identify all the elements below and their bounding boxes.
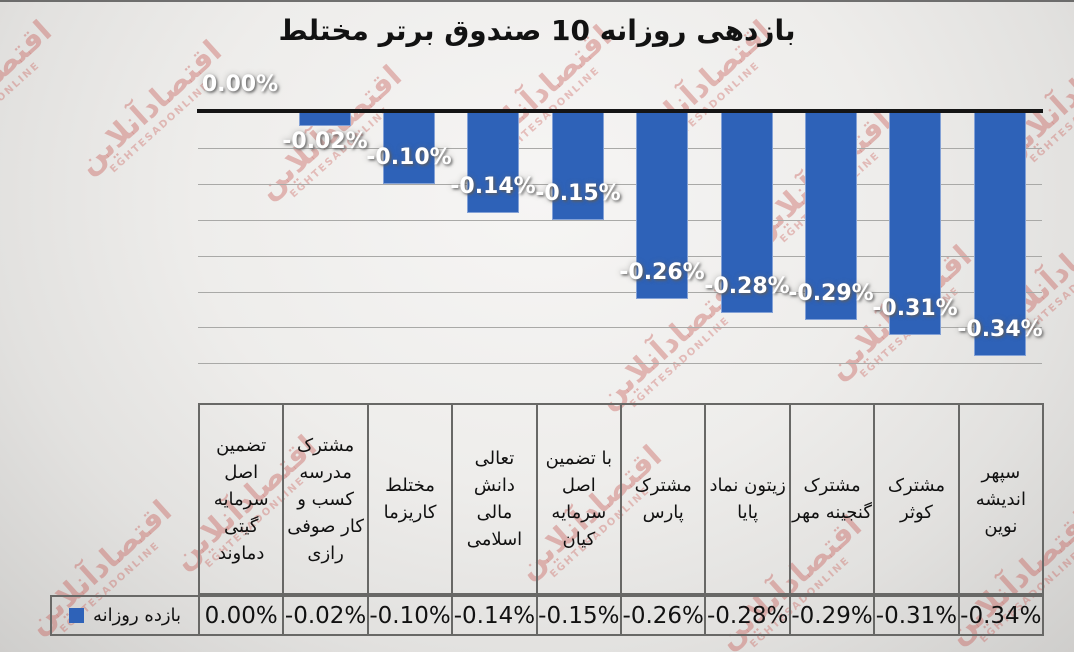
fund-name-cell: مشترک مدرسه کسب و کار صوفی رازی [282, 405, 366, 593]
return-value-cell: -0.14% [451, 597, 535, 634]
table-header-row: تضمین اصل سرمایه گیتی دماوند مشترک مدرسه … [198, 403, 1044, 595]
return-value-cell: -0.29% [788, 597, 873, 634]
table-value-row: 0.00% -0.02% -0.10% -0.14% -0.15% -0.26% -0.28… [198, 595, 1044, 636]
return-value-cell: -0.31% [873, 597, 957, 634]
fund-name-cell: سپهر اندیشه نوین [957, 405, 1042, 593]
return-value-cell: 0.00% [204, 602, 278, 629]
gridline [198, 220, 1042, 221]
gridline [198, 363, 1042, 364]
bar [467, 112, 519, 213]
return-value-cell: -0.15% [535, 597, 620, 634]
bar-value-label: -0.31% [872, 296, 958, 321]
legend-series-label: بازده روزانه [92, 605, 182, 626]
bar [974, 112, 1026, 356]
bar-value-label: -0.10% [366, 145, 452, 170]
bar [383, 112, 435, 184]
watermark-latin-text: EGHTESADONLINE [0, 59, 43, 156]
return-value-cell: -0.10% [366, 597, 451, 634]
bar [721, 112, 773, 313]
return-value-cell: -0.34% [957, 597, 1042, 634]
return-value-cell: -0.28% [704, 597, 788, 634]
bar-value-label: 0.00% [201, 72, 279, 97]
legend-cell: بازده روزانه [50, 595, 200, 636]
fund-name-cell: مشترک گنجینه مهر [788, 405, 873, 593]
fund-name-cell: تعالی دانش مالی اسلامی [451, 405, 535, 593]
bar-value-label: -0.02% [282, 129, 368, 154]
bar-value-label: -0.15% [535, 181, 621, 206]
gridline [198, 292, 1042, 293]
return-value-cell: -0.26% [620, 597, 704, 634]
bar-value-label: -0.14% [450, 174, 536, 199]
gridline [198, 327, 1042, 328]
return-value-cell: -0.02% [282, 597, 366, 634]
gridline [198, 256, 1042, 257]
bar-value-label: -0.29% [788, 281, 874, 306]
legend-swatch-icon [68, 608, 84, 623]
bar-value-label: -0.26% [619, 260, 705, 285]
fund-name-cell: مشترک کوثر [873, 405, 957, 593]
gridline [198, 148, 1042, 149]
bar [299, 112, 351, 126]
fund-name-cell: تضمین اصل سرمایه گیتی دماوند [213, 434, 269, 564]
fund-name-cell: با تضمین اصل سرمایه کیان [535, 405, 620, 593]
bar [889, 112, 941, 335]
fund-name-cell: زیتون نماد پایا [704, 405, 788, 593]
bar-value-label: -0.28% [704, 274, 790, 299]
bar-value-label: -0.34% [957, 317, 1043, 342]
top-edge-divider [0, 0, 1074, 2]
fund-name-cell: مشترک پارس [620, 405, 704, 593]
gridline [198, 184, 1042, 185]
x-axis-zero-line [197, 109, 1043, 113]
fund-name-cell: مختلط کاریزما [366, 405, 451, 593]
chart-title: بازدهی روزانه 10 صندوق برتر مختلط [278, 14, 796, 47]
